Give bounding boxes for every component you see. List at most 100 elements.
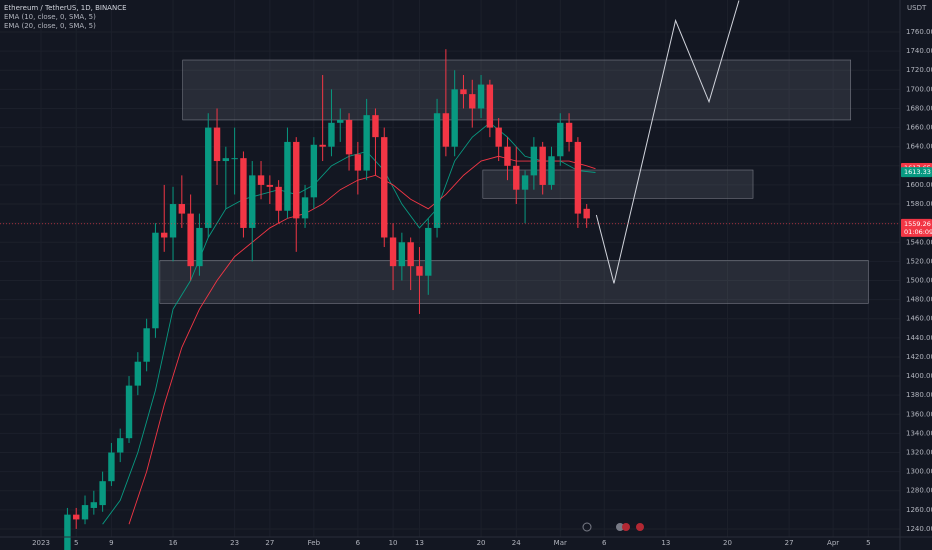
- candle-body: [117, 438, 124, 453]
- x-tick-label: 13: [661, 539, 670, 547]
- grid: [0, 0, 900, 537]
- candle-body: [99, 481, 106, 506]
- y-tick-label: 1460.00: [906, 315, 932, 323]
- y-tick-label: 1340.00: [906, 429, 932, 437]
- candle-body: [433, 113, 441, 228]
- candle-body: [416, 266, 423, 276]
- y-tick-label: 1320.00: [906, 449, 932, 457]
- price-label: 1613.33: [904, 168, 931, 176]
- x-tick-label: 16: [169, 539, 178, 547]
- candle-body: [539, 146, 546, 185]
- candle-body: [460, 89, 467, 95]
- candle-body: [504, 146, 511, 166]
- candle-body: [249, 175, 256, 228]
- y-tick-label: 1600.00: [906, 181, 932, 189]
- x-tick-label: 27: [785, 539, 794, 547]
- candle-body: [284, 141, 291, 211]
- y-tick-label: 1480.00: [906, 296, 932, 304]
- x-tick-label: 5: [866, 539, 870, 547]
- x-tick-label: 20: [723, 539, 732, 547]
- candle-body: [398, 242, 406, 267]
- candle-body: [187, 213, 194, 267]
- candle-body: [557, 122, 564, 157]
- indicator-legend: EMA (10, close, 0, SMA, 5): [4, 13, 96, 21]
- candle-body: [363, 115, 370, 171]
- candle-body: [143, 328, 150, 362]
- y-tick-label: 1440.00: [906, 334, 932, 342]
- y-tick-label: 1360.00: [906, 410, 932, 418]
- candle-body: [372, 115, 379, 138]
- candle-body: [345, 119, 353, 155]
- candle-body: [240, 158, 247, 228]
- x-tick-label: Apr: [827, 539, 839, 547]
- y-tick-label: 1520.00: [906, 257, 932, 265]
- y-tick-label: 1700.00: [906, 85, 932, 93]
- candle-body: [90, 502, 98, 508]
- y-tick-label: 1720.00: [906, 66, 932, 74]
- candle-body: [381, 137, 388, 238]
- candle-body: [134, 361, 142, 386]
- candle-body: [73, 514, 80, 520]
- candle-body: [310, 144, 318, 198]
- candle-body: [178, 204, 186, 214]
- x-tick-label: 27: [265, 539, 274, 547]
- candle-body: [337, 119, 344, 123]
- candle-body: [574, 141, 582, 214]
- candle-body: [205, 127, 212, 228]
- y-tick-label: 1380.00: [906, 391, 932, 399]
- price-label: 1559.26: [904, 220, 931, 228]
- x-tick-label: Feb: [308, 539, 321, 547]
- projection-line: [595, 0, 740, 284]
- y-tick-label: 1540.00: [906, 238, 932, 246]
- price-label-box: [901, 167, 932, 178]
- y-tick-label: 1740.00: [906, 47, 932, 55]
- chart-title: Ethereum / TetherUS, 1D, BINANCE: [4, 4, 127, 12]
- axes: 1240.00 1260.00 1280.00 1300.00 1320.00 1340.…: [32, 28, 932, 547]
- candle-body: [293, 141, 300, 219]
- x-tick-label: 23: [230, 539, 239, 547]
- candle-body: [407, 242, 414, 267]
- y-tick-label: 1260.00: [906, 506, 932, 514]
- x-tick-label: 10: [389, 539, 398, 547]
- y-tick-label: 1500.00: [906, 276, 932, 284]
- candle-body: [513, 165, 520, 190]
- x-tick-label: Mar: [554, 539, 567, 547]
- x-tick-label: 13: [415, 539, 424, 547]
- candle-body: [169, 204, 177, 238]
- x-tick-label: 6: [356, 539, 361, 547]
- candle-body: [548, 156, 555, 185]
- candle-body: [231, 158, 238, 160]
- candle-body: [319, 144, 326, 147]
- y-tick-label: 1300.00: [906, 468, 932, 476]
- candle-body: [222, 158, 230, 162]
- y-tick-label: 1580.00: [906, 200, 932, 208]
- event-icons: [582, 522, 644, 532]
- x-tick-label: 24: [512, 539, 521, 547]
- candle-body: [442, 113, 450, 147]
- x-tick-label: 2023: [32, 539, 50, 547]
- candle-body: [328, 122, 335, 147]
- candle-body: [266, 184, 274, 187]
- x-tick-label: 9: [109, 539, 113, 547]
- y-tick-label: 1660.00: [906, 124, 932, 132]
- candle-body: [354, 154, 362, 171]
- candle-body: [275, 186, 282, 211]
- zone: [159, 260, 869, 304]
- y-tick-label: 1760.00: [906, 28, 932, 36]
- candle-body: [81, 505, 89, 520]
- candle-body: [495, 127, 502, 147]
- candle-body: [521, 175, 529, 190]
- candle-body: [213, 127, 221, 162]
- candle-body: [486, 84, 494, 128]
- candle-body: [530, 146, 538, 176]
- price-label-box: [901, 218, 932, 237]
- candle-body: [196, 227, 203, 267]
- y-tick-label: 1400.00: [906, 372, 932, 380]
- candle-body: [64, 514, 71, 550]
- candle-body: [451, 89, 458, 147]
- candle-body: [477, 84, 485, 109]
- candle-body: [425, 227, 432, 276]
- candle-body: [125, 385, 133, 439]
- candle-body: [583, 208, 590, 219]
